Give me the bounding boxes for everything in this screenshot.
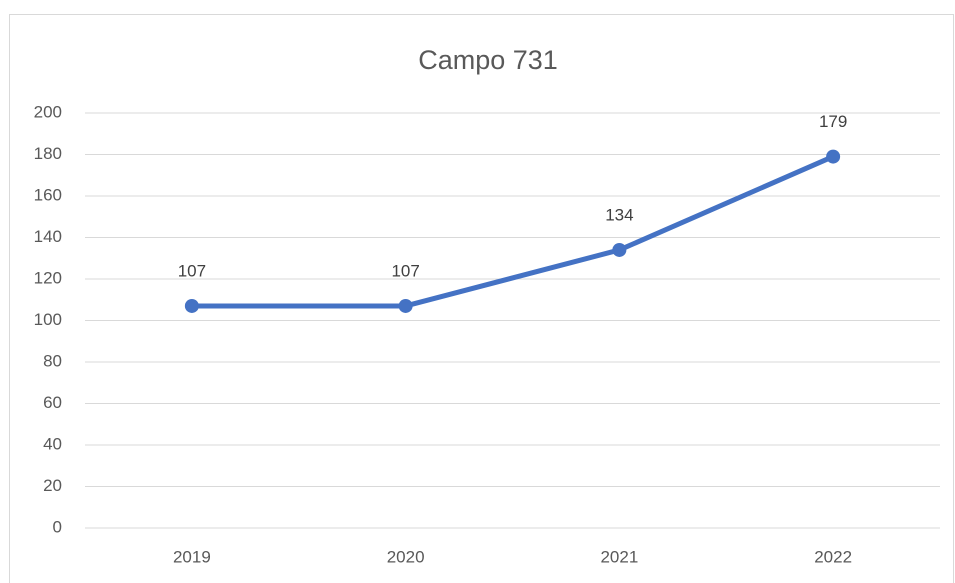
data-label: 107 [391, 261, 419, 280]
chart-frame [9, 14, 954, 583]
y-tick-label: 60 [43, 393, 62, 412]
y-tick-label: 40 [43, 434, 62, 453]
data-point [398, 298, 413, 313]
data-line [189, 154, 836, 309]
y-tick-label: 20 [43, 476, 62, 495]
y-tick-label: 120 [34, 268, 62, 287]
data-label: 179 [819, 112, 847, 131]
y-tick-label: 180 [34, 144, 62, 163]
data-point [612, 242, 627, 257]
data-label: 134 [605, 205, 633, 224]
x-tick-label: 2022 [814, 547, 852, 566]
y-tick-label: 100 [34, 310, 62, 329]
y-tick-label: 0 [53, 517, 62, 536]
x-tick-label: 2019 [173, 547, 211, 566]
y-tick-label: 140 [34, 227, 62, 246]
chart-title: Campo 731 [418, 45, 558, 75]
y-tick-label: 200 [34, 102, 62, 121]
y-tick-label: 80 [43, 351, 62, 370]
data-point [184, 298, 199, 313]
data-point [826, 149, 841, 164]
x-tick-label: 2021 [600, 547, 638, 566]
data-label: 107 [178, 261, 206, 280]
y-tick-label: 160 [34, 185, 62, 204]
x-tick-label: 2020 [387, 547, 425, 566]
